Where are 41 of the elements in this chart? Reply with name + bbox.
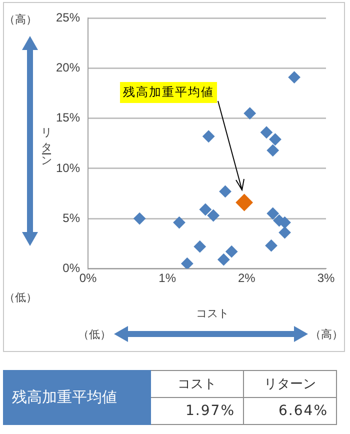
x-tick-label: 3% xyxy=(317,271,335,286)
point xyxy=(207,210,220,222)
y-tick-label: 25% xyxy=(56,10,80,25)
x-tick-label: 2% xyxy=(238,271,256,286)
y-tick-label: 20% xyxy=(56,60,80,75)
text: 残高加重平均値 xyxy=(4,370,150,424)
point xyxy=(226,246,238,258)
point xyxy=(218,254,230,266)
text: （低） xyxy=(78,327,111,342)
point xyxy=(202,130,215,142)
y-tick-label: 10% xyxy=(56,160,80,175)
point xyxy=(194,240,206,253)
x-tick-label: 0% xyxy=(79,271,98,286)
point xyxy=(219,185,232,198)
annotation: 残高加重平均値 xyxy=(120,82,217,103)
point xyxy=(288,71,300,84)
point xyxy=(199,204,212,216)
point xyxy=(236,194,253,211)
text: リターン xyxy=(244,370,336,398)
y-tick-label: 0% xyxy=(62,260,80,275)
point xyxy=(181,258,194,269)
y-axis-title: リターン xyxy=(39,120,53,163)
point xyxy=(265,240,278,252)
y-tick-label: 5% xyxy=(62,210,80,225)
point xyxy=(278,226,291,239)
text: コスト xyxy=(150,370,244,398)
point xyxy=(173,216,186,229)
point xyxy=(134,212,146,225)
y-tick-label: 15% xyxy=(56,110,80,125)
text: 6.64% xyxy=(244,398,336,424)
text: 1.97% xyxy=(150,398,244,424)
point xyxy=(260,126,273,138)
point xyxy=(244,107,256,120)
text: （高） xyxy=(310,327,343,342)
x-axis-title: コスト xyxy=(196,306,229,321)
point xyxy=(266,208,279,220)
point xyxy=(266,144,279,156)
text: （低） xyxy=(4,290,37,305)
point xyxy=(269,133,282,146)
text: （高） xyxy=(4,12,37,27)
x-tick-label: 1% xyxy=(158,271,176,286)
